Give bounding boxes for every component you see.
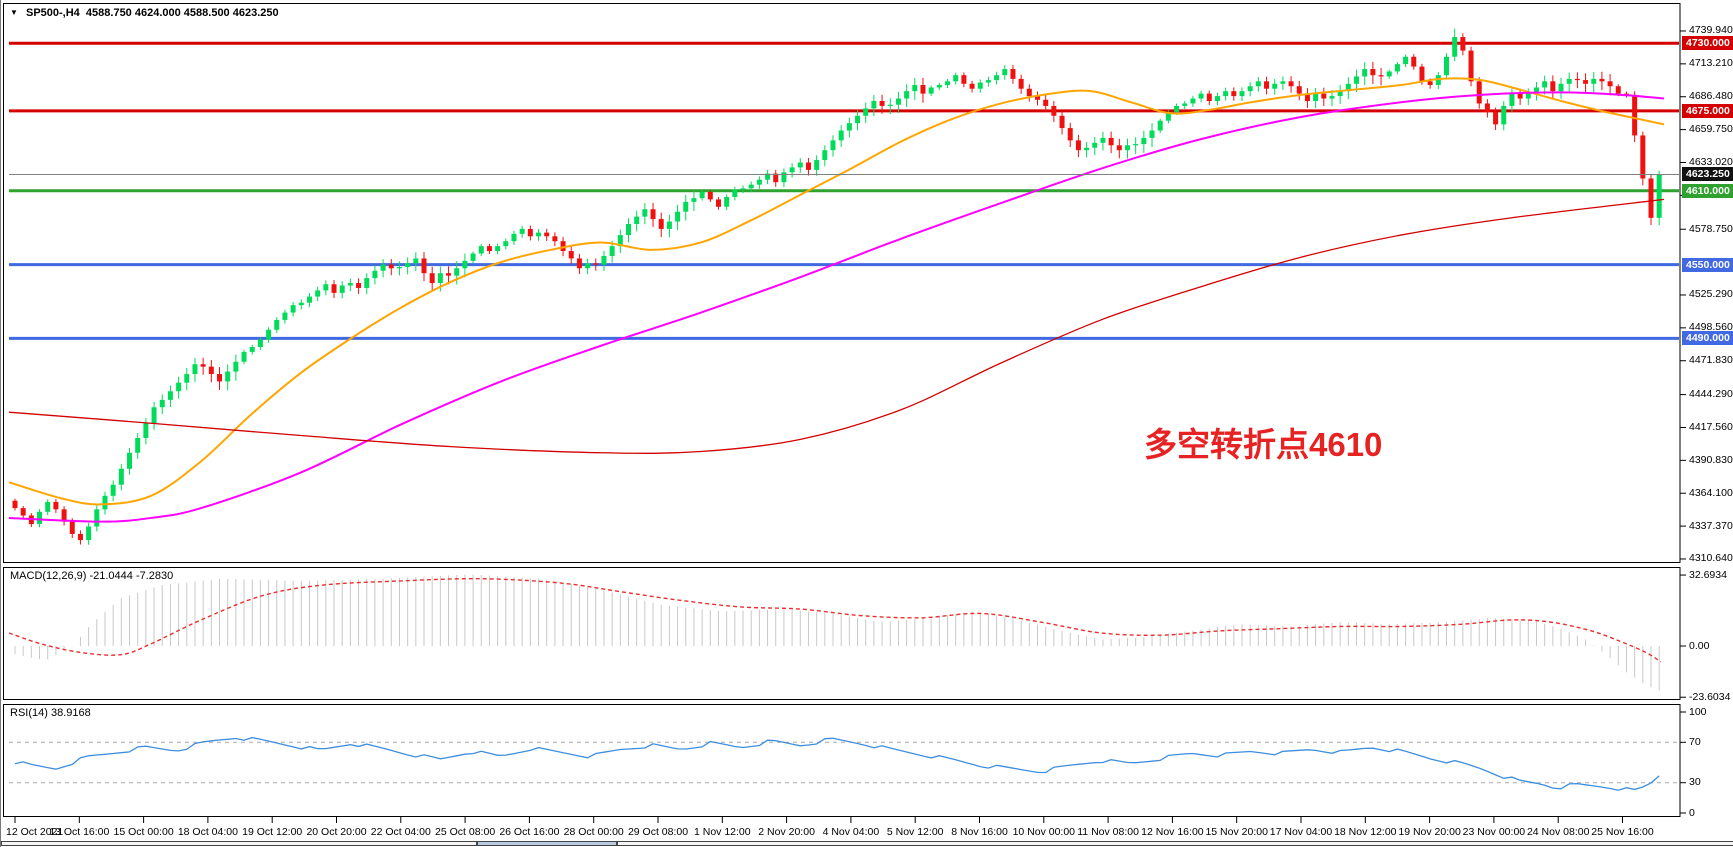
time-tick-label: 28 Oct 00:00: [563, 826, 624, 838]
time-tick-label: 25 Oct 08:00: [435, 826, 496, 838]
macd-scale-label: -23.6034: [1689, 690, 1731, 703]
time-tick-label: 19 Nov 20:00: [1398, 826, 1461, 838]
price-badge-4623.250: 4623.250: [1682, 167, 1733, 182]
symbol-ohlc-values: 4588.750 4624.000 4588.500 4623.250: [85, 7, 279, 19]
horizontal-level-lines[interactable]: [9, 41, 1679, 340]
chart-text-annotation[interactable]: 多空转折点4610: [1144, 426, 1383, 463]
time-tick-label: 8 Nov 16:00: [951, 826, 1008, 838]
rsi-line: [14, 736, 1660, 791]
price-tick-label: 4633.020: [1689, 155, 1733, 168]
time-tick-label: 18 Nov 12:00: [1334, 826, 1397, 838]
macd-scale-label: 32.6934: [1689, 568, 1727, 581]
price-badge-4550.000: 4550.000: [1682, 257, 1733, 272]
time-tick-label: 2 Nov 20:00: [758, 826, 815, 838]
macd-pane[interactable]: [3, 567, 1681, 700]
time-tick-label: 11 Nov 08:00: [1077, 826, 1139, 838]
time-tick-label: 29 Oct 08:00: [627, 826, 689, 838]
price-tick-label: 4417.560: [1689, 420, 1733, 433]
price-badge-4610.000: 4610.000: [1682, 183, 1733, 198]
horizontal-scrollbar[interactable]: [1, 841, 1733, 847]
price-tick-label: 4310.640: [1689, 552, 1733, 565]
ma-fast-line: [8, 77, 1665, 506]
time-tick-label: 13 Oct 16:00: [49, 826, 110, 838]
time-tick-label: 12 Oct 2021: [6, 826, 64, 838]
time-tick-label: 20 Oct 20:00: [306, 826, 367, 838]
axis-ticks: [14, 30, 1686, 823]
time-tick-label: 1 Nov 12:00: [693, 826, 751, 838]
time-tick-label: 15 Nov 20:00: [1205, 826, 1268, 838]
rsi-indicator-label: RSI(14) 38.9168: [10, 707, 91, 719]
rsi-pane[interactable]: [3, 704, 1681, 817]
candles: [12, 28, 1662, 545]
time-tick-label: 24 Nov 08:00: [1526, 826, 1590, 838]
price-tick-label: 4364.100: [1689, 486, 1733, 499]
macd-indicator-label: MACD(12,26,9) -21.0444 -7.2830: [10, 570, 174, 582]
time-tick-label: 12 Nov 16:00: [1141, 826, 1204, 838]
price-tick-label: 4337.370: [1689, 519, 1733, 532]
scrollbar-thumb[interactable]: [477, 841, 617, 846]
macd-signal-line: [8, 577, 1662, 663]
time-tick-label: 25 Nov 16:00: [1591, 826, 1654, 838]
time-tick-label: 26 Oct 16:00: [499, 826, 560, 838]
time-tick-label: 22 Oct 04:00: [370, 826, 431, 838]
time-tick-label: 18 Oct 04:00: [177, 826, 238, 838]
chart-dropdown-icon[interactable]: ▼: [10, 8, 18, 17]
price-tick-label: 4390.830: [1689, 453, 1733, 466]
rsi-scale-label: 70: [1689, 735, 1701, 748]
price-tick-label: 4713.210: [1689, 57, 1733, 70]
main-pane[interactable]: [3, 3, 1681, 563]
rsi-scale-label: 0: [1689, 806, 1695, 819]
price-tick-label: 4444.290: [1689, 388, 1733, 401]
time-tick-label: 4 Nov 04:00: [822, 826, 880, 838]
price-badge-4675.000: 4675.000: [1682, 103, 1733, 118]
price-tick-label: 4471.830: [1689, 354, 1733, 367]
ma-slow-line: [8, 198, 1665, 454]
time-tick-label: 10 Nov 00:00: [1012, 826, 1076, 838]
time-tick-label: 17 Nov 04:00: [1269, 826, 1333, 838]
ma-mid-line: [8, 91, 1665, 523]
price-tick-label: 4659.750: [1689, 123, 1733, 136]
price-tick-label: 4686.480: [1689, 90, 1733, 103]
time-tick-label: 15 Oct 00:00: [113, 826, 174, 838]
rsi-scale-label: 30: [1689, 776, 1701, 789]
price-badge-4730.000: 4730.000: [1682, 36, 1733, 51]
scrollbar-track[interactable]: [617, 841, 1733, 846]
rsi-scale-label: 100: [1689, 705, 1707, 718]
time-tick-label: 5 Nov 12:00: [886, 826, 944, 838]
time-tick-label: 19 Oct 12:00: [242, 826, 303, 838]
macd-histogram: [14, 574, 1660, 691]
price-tick-label: 4739.940: [1689, 24, 1733, 37]
price-badge-4490.000: 4490.000: [1682, 331, 1733, 346]
price-tick-label: 4498.560: [1689, 321, 1733, 334]
scrollbar-track[interactable]: [1, 841, 477, 846]
time-tick-label: 23 Nov 00:00: [1462, 826, 1526, 838]
macd-scale-label: 0.00: [1689, 639, 1710, 652]
price-tick-label: 4578.750: [1689, 222, 1733, 235]
symbol-name: SP500-,H4: [25, 7, 80, 19]
symbol-header: ▼ SP500-,H4 4588.750 4624.000 4588.500 4…: [10, 7, 279, 19]
price-tick-label: 4525.290: [1689, 288, 1733, 301]
